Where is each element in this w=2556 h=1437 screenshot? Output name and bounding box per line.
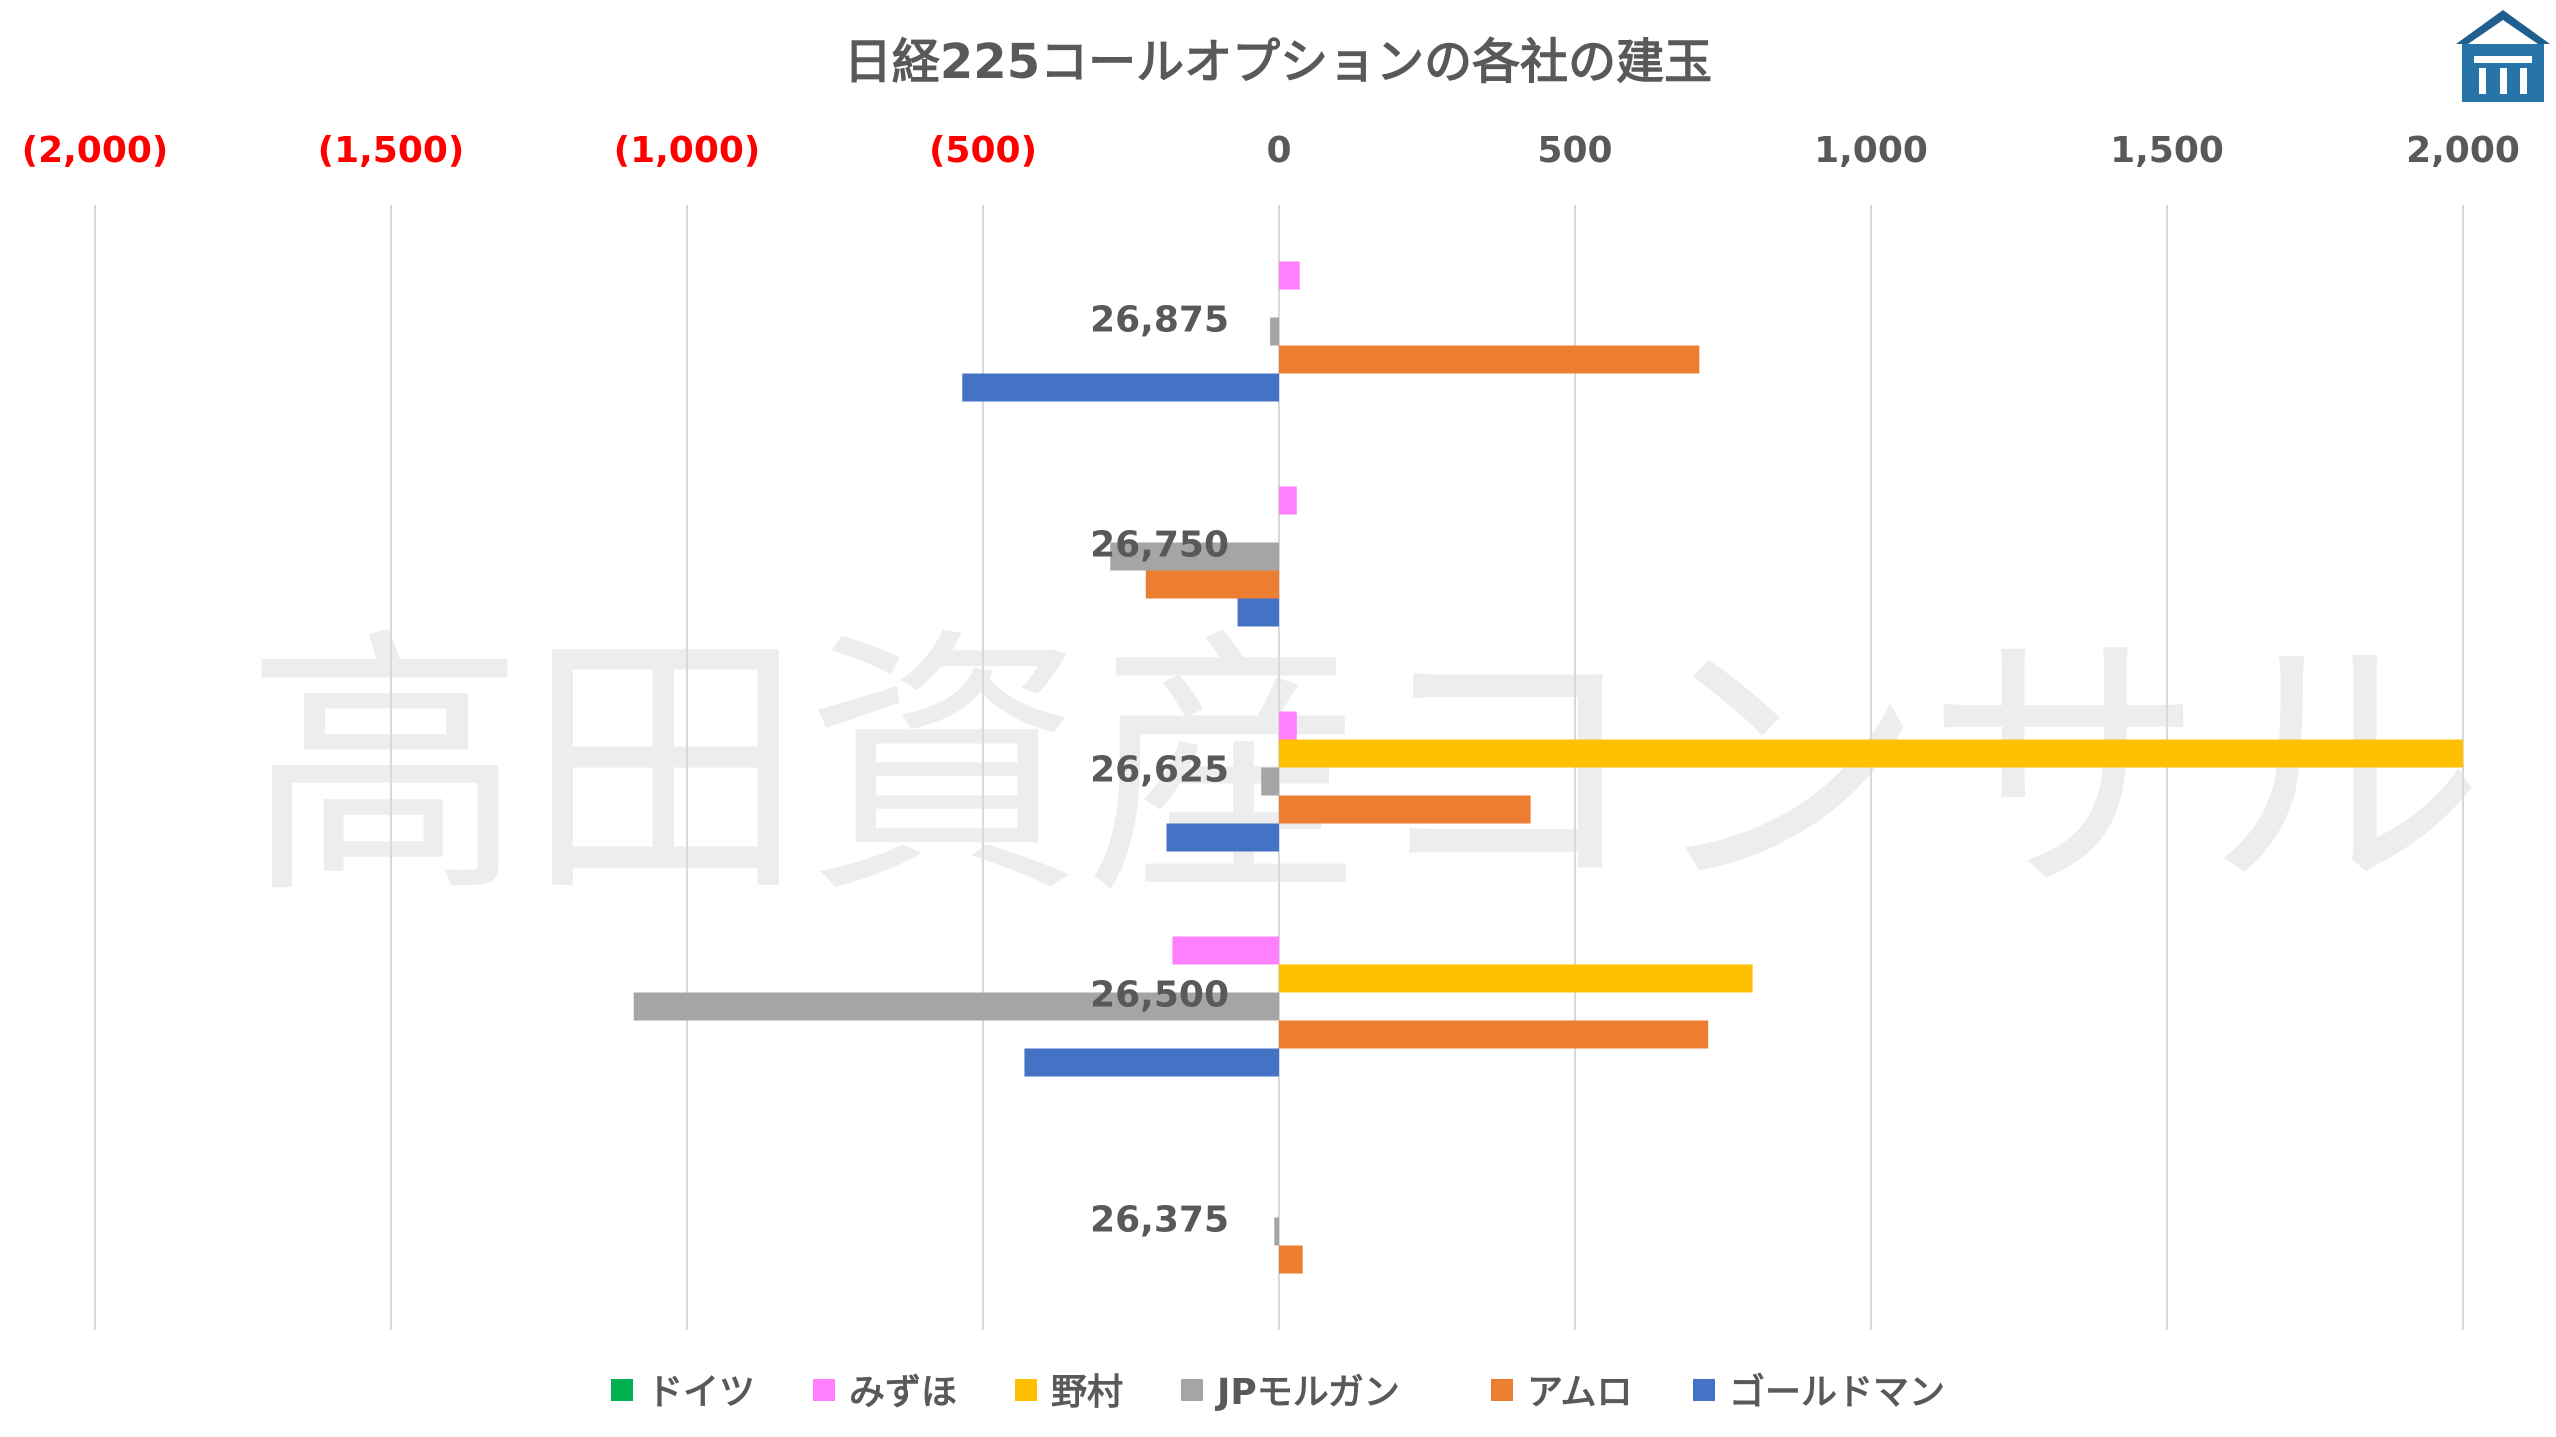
bar	[1166, 823, 1279, 852]
bar	[1024, 1048, 1279, 1077]
bar	[1279, 711, 1297, 740]
legend-swatch	[813, 1379, 835, 1401]
legend-swatch	[1015, 1379, 1037, 1401]
x-tick-label: (500)	[929, 130, 1037, 171]
bar	[1279, 739, 2463, 768]
bar	[1172, 936, 1279, 965]
category-label: 26,375	[1090, 1200, 1229, 1241]
x-tick-label: (1,500)	[318, 130, 465, 171]
bar	[1270, 317, 1279, 346]
bar	[1279, 964, 1753, 993]
legend-label: みずほ	[849, 1372, 957, 1413]
x-tick-label: 1,500	[2110, 130, 2224, 171]
bar	[1279, 486, 1297, 515]
x-tick-label: (2,000)	[22, 130, 169, 171]
bar	[1145, 570, 1279, 599]
legend-label: JPモルガン	[1214, 1372, 1400, 1413]
bar	[1279, 261, 1300, 290]
legend-label: アムロ	[1527, 1372, 1632, 1413]
legend-swatch	[1693, 1379, 1715, 1401]
chart-title: 日経225コールオプションの各社の建玉	[844, 34, 1712, 90]
bar	[1274, 1217, 1279, 1246]
legend-swatch	[1491, 1379, 1513, 1401]
legend-label: 野村	[1051, 1372, 1123, 1413]
x-tick-label: (1,000)	[614, 130, 761, 171]
bar	[633, 992, 1279, 1021]
logo-icon	[2456, 10, 2550, 102]
legend-label: ゴールドマン	[1729, 1371, 1945, 1413]
bar	[1261, 767, 1279, 796]
bar	[962, 373, 1279, 402]
bar	[1279, 1020, 1709, 1049]
watermark-text: 高田資産コンサル	[245, 606, 2485, 932]
category-label: 26,625	[1090, 750, 1229, 791]
category-label: 26,750	[1090, 525, 1229, 566]
bar	[1237, 598, 1279, 627]
x-tick-label: 1,000	[1814, 130, 1928, 171]
legend-swatch	[1181, 1379, 1203, 1401]
bar	[1279, 345, 1700, 374]
category-label: 26,500	[1090, 975, 1229, 1016]
x-axis-ticks: (2,000) (1,500) (1,000) (500) 0 500 1,000 1,500…	[22, 130, 2520, 171]
x-tick-label: 0	[1266, 130, 1291, 171]
legend-label: ドイツ	[647, 1372, 755, 1413]
legend-swatch	[611, 1379, 633, 1401]
x-tick-label: 2,000	[2406, 130, 2520, 171]
bar	[1110, 542, 1279, 571]
category-label: 26,875	[1090, 300, 1229, 341]
category-labels: 26,875 26,750 26,625 26,500 26,375	[1090, 300, 1229, 1241]
legend: ドイツ みずほ 野村 JPモルガン アムロ ゴールドマン	[611, 1371, 1945, 1413]
x-tick-label: 500	[1537, 130, 1612, 171]
bar	[1279, 795, 1531, 824]
bars	[633, 261, 2463, 1274]
bar	[1279, 1245, 1303, 1274]
